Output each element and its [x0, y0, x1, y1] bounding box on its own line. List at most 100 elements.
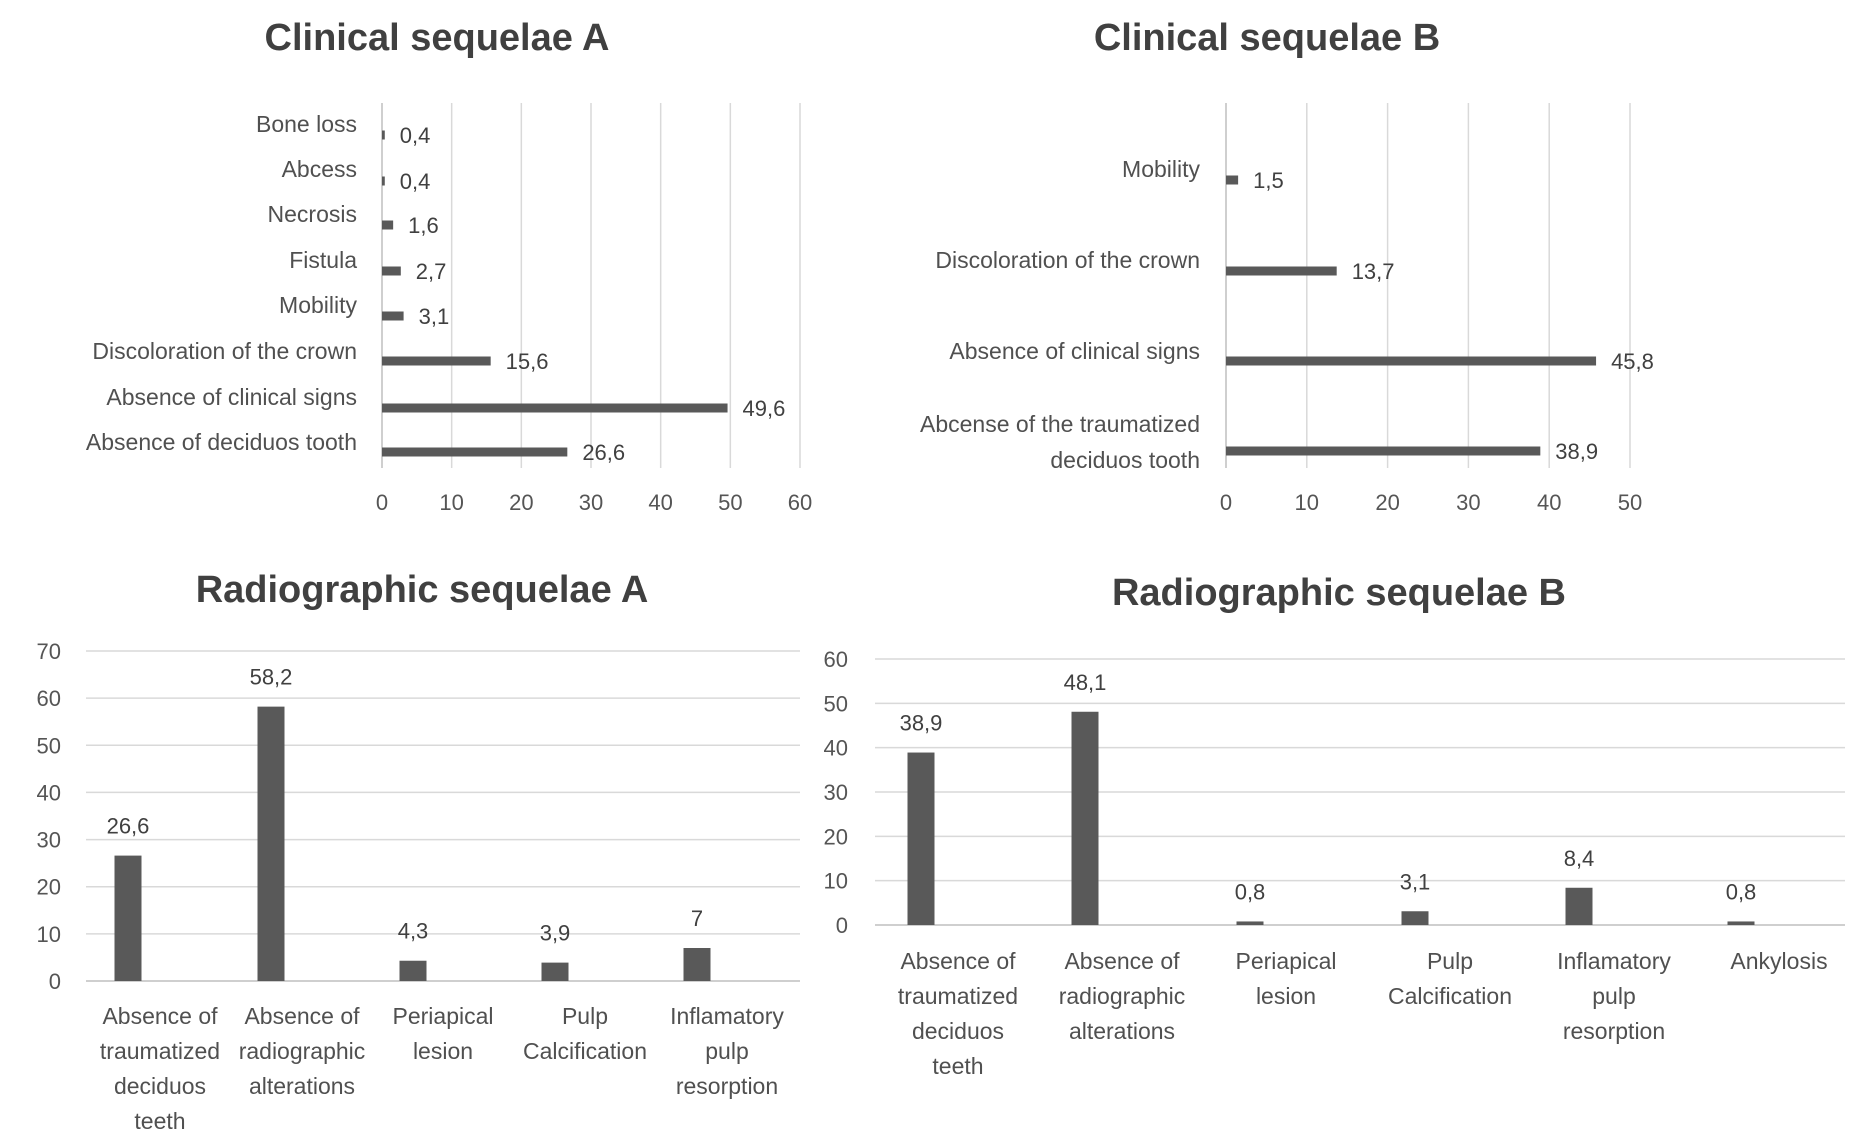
data-label: 0,8 [1235, 879, 1266, 904]
data-label: 26,6 [582, 440, 625, 465]
category-label: Fistula [289, 247, 357, 273]
y-tick-label: 40 [824, 736, 848, 761]
bar [382, 176, 385, 186]
data-label: 3,1 [1400, 869, 1431, 894]
x-tick-label: 50 [718, 490, 742, 515]
category-label: Periapical lesion [393, 1003, 494, 1064]
data-label: 3,1 [419, 304, 450, 329]
chart-title-clinical-a: Clinical sequelae A [265, 17, 610, 59]
bar [382, 447, 568, 457]
bar [1401, 911, 1429, 925]
bar [382, 311, 404, 321]
bar [683, 948, 711, 981]
bar [399, 960, 427, 981]
x-tick-label: 10 [439, 490, 463, 515]
category-label: Absence of deciduos tooth [86, 429, 357, 455]
data-label: 38,9 [900, 711, 943, 736]
data-label: 58,2 [250, 665, 293, 690]
data-label: 48,1 [1064, 670, 1107, 695]
x-tick-label: 60 [788, 490, 812, 515]
bar [1226, 175, 1239, 185]
category-label: Absence of radiographic alterations [239, 1003, 366, 1099]
data-label: 2,7 [416, 259, 447, 284]
category-label: Absence of clinical signs [106, 384, 357, 410]
data-label: 38,9 [1555, 439, 1598, 464]
category-label: Inflamatory pulp resorption [670, 1003, 784, 1099]
category-label: Pulp Calcification [523, 1003, 647, 1064]
y-tick-label: 30 [824, 780, 848, 805]
bar [1226, 446, 1541, 456]
chart-title-radiographic-a: Radiographic sequelae A [196, 569, 649, 611]
chart-clinical-sequelae-b: 0 10 20 30 40 50 1,5 Mobility 13,7 Discoloration … [920, 103, 1654, 515]
bar [382, 130, 385, 140]
data-label: 26,6 [107, 814, 150, 839]
x-tick-label: 0 [1220, 490, 1232, 515]
data-label: 0,8 [1726, 879, 1757, 904]
y-tick-label: 30 [37, 828, 61, 853]
y-tick-label: 10 [824, 869, 848, 894]
category-label: Absence of radiographic alterations [1059, 948, 1186, 1044]
category-label: Periapical lesion [1236, 948, 1337, 1009]
bar [1727, 921, 1755, 925]
data-label: 4,3 [398, 919, 429, 944]
y-tick-label: 50 [37, 733, 61, 758]
y-tick-label: 70 [37, 639, 61, 664]
x-tick-label: 20 [509, 490, 533, 515]
category-label: Absence of clinical signs [949, 338, 1200, 364]
category-label: Necrosis [268, 201, 357, 227]
chart-clinical-sequelae-a: 0 10 20 30 40 50 60 0,4 Bone loss 0,4 Abcess 1,6 Nec… [86, 103, 812, 515]
bar [1226, 356, 1597, 366]
data-label: 15,6 [506, 349, 549, 374]
x-tick-label: 30 [579, 490, 603, 515]
x-tick-label: 0 [376, 490, 388, 515]
category-label: Mobility [279, 292, 357, 318]
data-label: 1,6 [408, 213, 439, 238]
data-label: 0,4 [400, 169, 431, 194]
bar [382, 266, 401, 276]
category-label: Abcense of the traumatized deciduos tooth [920, 411, 1200, 473]
x-tick-label: 40 [1537, 490, 1561, 515]
data-label: 49,6 [743, 396, 786, 421]
data-label: 7 [691, 906, 703, 931]
category-label: Absence of traumatized deciduos teeth [100, 1003, 220, 1134]
x-tick-label: 10 [1295, 490, 1319, 515]
bar [114, 855, 142, 981]
bar [382, 220, 394, 230]
x-tick-label: 50 [1618, 490, 1642, 515]
y-tick-label: 0 [836, 913, 848, 938]
y-tick-label: 60 [824, 647, 848, 672]
category-label: Absence of traumatized deciduos teeth [898, 948, 1018, 1079]
y-tick-label: 10 [37, 922, 61, 947]
bar [907, 752, 935, 925]
category-label: Discoloration of the crown [92, 338, 357, 364]
category-label: Mobility [1122, 156, 1200, 182]
x-tick-label: 20 [1375, 490, 1399, 515]
y-tick-label: 0 [49, 969, 61, 994]
y-tick-label: 60 [37, 686, 61, 711]
category-label: Ankylosis [1730, 948, 1827, 974]
data-label: 13,7 [1352, 259, 1395, 284]
bar [1226, 266, 1337, 276]
bar [257, 706, 285, 981]
chart-radiographic-sequelae-b: 0 10 20 30 40 50 60 38,9 Absence of traumatized de… [824, 647, 1845, 1079]
bar [1565, 887, 1593, 925]
chart-radiographic-sequelae-a: 0 10 20 30 40 50 60 70 26,6 Absence of traumatized… [37, 639, 800, 1134]
data-label: 0,4 [400, 123, 431, 148]
category-label: Pulp Calcification [1388, 948, 1512, 1009]
y-tick-label: 20 [824, 824, 848, 849]
data-label: 1,5 [1253, 168, 1284, 193]
category-label: Bone loss [256, 111, 357, 137]
bar [382, 356, 491, 366]
y-tick-label: 20 [37, 875, 61, 900]
category-label: Inflamatory pulp resorption [1557, 948, 1671, 1044]
y-tick-label: 40 [37, 780, 61, 805]
x-tick-label: 30 [1456, 490, 1480, 515]
chart-title-clinical-b: Clinical sequelae B [1094, 17, 1440, 59]
bar [1071, 711, 1099, 925]
bar [382, 403, 728, 413]
chart-title-radiographic-b: Radiographic sequelae B [1112, 572, 1566, 614]
category-label: Abcess [282, 156, 357, 182]
category-label: Discoloration of the crown [935, 247, 1200, 273]
data-label: 8,4 [1564, 846, 1595, 871]
